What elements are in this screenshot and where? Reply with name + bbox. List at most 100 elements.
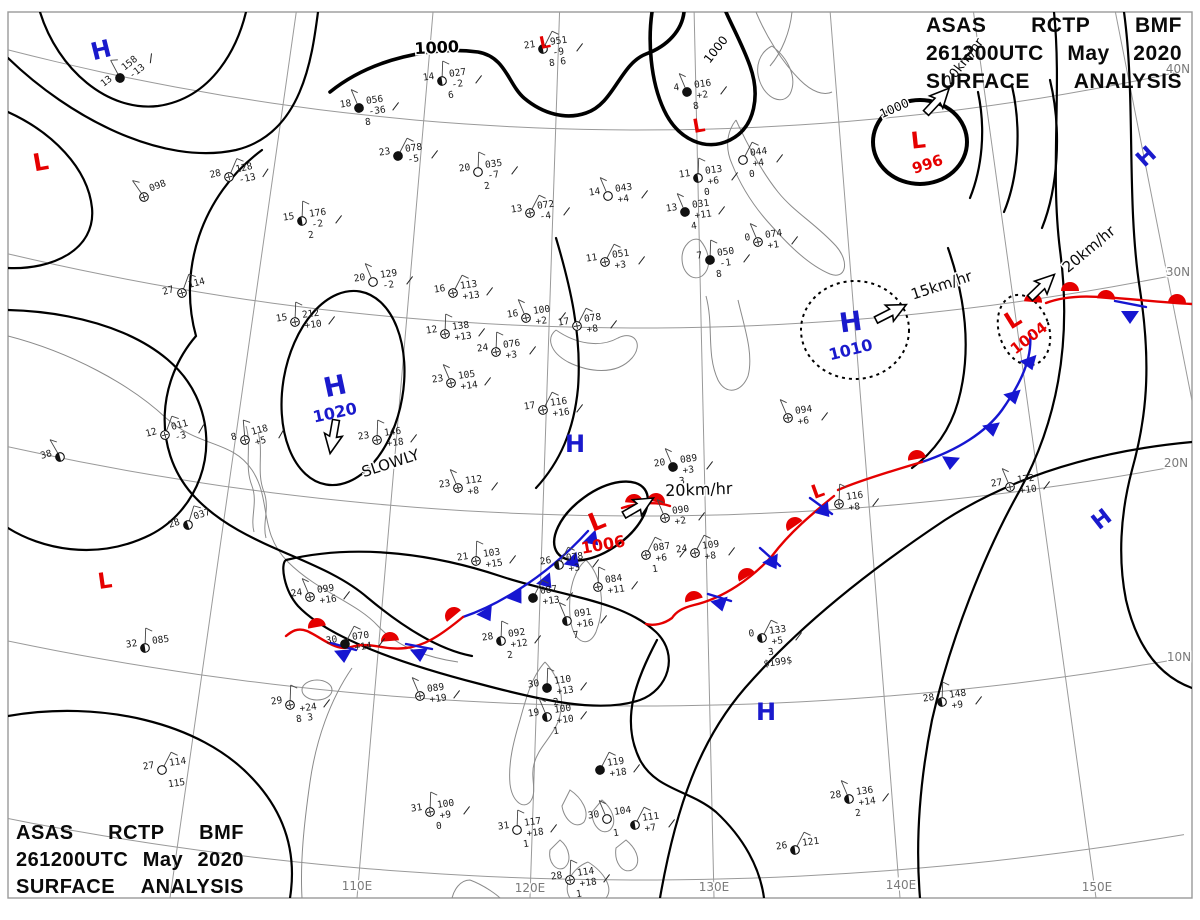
coastline <box>755 12 833 94</box>
wind-barb-tick <box>541 579 549 584</box>
station-value: +16 <box>552 406 571 419</box>
station-value: 23 <box>378 146 391 158</box>
station-plot: 28 037 <box>167 505 212 531</box>
station-cross <box>243 436 247 444</box>
cold-front-symbol <box>334 649 352 663</box>
station-value: 8 3 <box>295 712 314 725</box>
tendency-trace <box>406 276 414 285</box>
station-value: 16 <box>506 308 519 321</box>
station-value: 148 <box>948 688 967 701</box>
meridian-line <box>1114 12 1192 404</box>
coastline <box>566 861 610 898</box>
station-plot: 28 136+142 <box>829 780 890 819</box>
station-value: -7 <box>487 169 500 181</box>
station-value: +14 <box>354 640 373 653</box>
station-plot: 30 110+132 <box>527 667 588 708</box>
station-value: 011 <box>170 418 190 433</box>
isobar-line <box>629 638 766 898</box>
station-plot: 16 100+2 <box>506 299 567 328</box>
station-value: 11 <box>585 252 598 265</box>
cold-front-symbol <box>710 596 728 612</box>
tendency-trace <box>821 412 829 421</box>
isobar-line <box>910 246 967 470</box>
station-value: 15 <box>275 312 288 324</box>
station-value: 0 <box>703 187 710 199</box>
title-top-right-line-3: SURFACE ANALYSIS <box>926 68 1182 96</box>
tendency-trace <box>343 591 351 600</box>
tendency-trace <box>566 592 574 601</box>
warm-front-line <box>644 494 836 626</box>
station-cross <box>429 808 431 816</box>
station-value: -13 <box>238 172 257 186</box>
station-value: +6 <box>707 175 720 188</box>
cold-front-symbol <box>814 501 830 517</box>
cold-front-symbol <box>506 587 522 604</box>
station-plot: 089+19 <box>411 677 461 706</box>
title-bottom-left-line-2: 261200UTC May 2020 <box>16 847 244 874</box>
station-circle <box>542 683 552 693</box>
station-cross <box>838 500 840 508</box>
isobar-line <box>968 90 984 200</box>
station-value: $199$ <box>763 655 793 670</box>
wind-barb-tick <box>295 301 303 306</box>
station-value: +10 <box>1019 483 1038 496</box>
station-plot: 23 105+14 <box>431 364 492 393</box>
station-plot: 084+11 <box>593 566 639 597</box>
wind-barb-tick <box>193 505 201 509</box>
coastline <box>615 839 639 872</box>
station-value: 043 <box>614 182 633 195</box>
station-plot: 090+2 <box>656 499 706 528</box>
station-value: 117 <box>523 816 542 829</box>
isobar-line <box>534 236 580 490</box>
tendency-trace <box>641 190 649 199</box>
station-value: +19 <box>429 692 448 705</box>
station-value: 11 <box>678 168 691 181</box>
station-value: 1 <box>575 889 582 901</box>
tendency-trace <box>328 316 336 325</box>
movement-arrow <box>922 86 951 117</box>
warm-front-symbol <box>1168 294 1186 304</box>
station-value: 4 <box>690 221 697 233</box>
tendency-trace <box>728 547 736 556</box>
wind-barb-tick <box>558 602 566 607</box>
station-value: 28 <box>550 870 563 883</box>
station-half-fill <box>496 636 502 646</box>
meridian-line <box>529 12 561 898</box>
coastline <box>727 119 845 276</box>
wind-barb-tick <box>145 627 153 632</box>
wind-barb-tick <box>302 200 310 205</box>
movement-arrow <box>873 303 908 325</box>
station-cross <box>1009 483 1011 491</box>
station-value: 8 <box>715 269 722 281</box>
wind-barb-tick <box>243 419 251 423</box>
warm-front-symbol <box>908 450 926 461</box>
meridian-line <box>829 12 901 898</box>
wind-barb-tick <box>942 681 950 686</box>
station-value: 133 <box>768 624 787 637</box>
wind-barb-tick <box>538 194 546 199</box>
title-bottom-left-line-1: ASAS RCTP BMF <box>16 820 244 847</box>
station-value: 951 <box>549 35 568 48</box>
station-plot: 26 121 <box>775 831 820 855</box>
cold-front-symbol <box>582 529 599 546</box>
station-plot: 38 <box>39 439 65 462</box>
station-value: 17 <box>557 316 570 328</box>
station-cross <box>376 436 378 444</box>
wind-barb-tick <box>664 448 672 453</box>
tendency-trace <box>323 699 331 708</box>
tendency-trace <box>550 824 558 833</box>
station-value: 24 <box>675 543 688 556</box>
tendency-trace <box>534 635 542 644</box>
station-plot: 20 035-72 <box>458 151 519 192</box>
tendency-trace <box>580 682 588 691</box>
title-word: RCTP <box>1031 14 1091 37</box>
station-value: +4 <box>617 193 630 206</box>
station-value: +18 <box>386 436 405 449</box>
station-value: 090 <box>671 504 690 517</box>
wind-barb-tick <box>132 180 140 183</box>
wind-barb-tick <box>698 157 706 162</box>
tendency-trace <box>484 377 492 386</box>
station-value: 076 <box>502 338 521 351</box>
warm-front-symbol <box>445 607 461 622</box>
